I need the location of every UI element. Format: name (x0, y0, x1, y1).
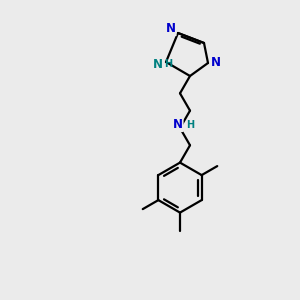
Text: H: H (164, 59, 172, 69)
Text: N: N (211, 56, 221, 70)
Text: N: N (173, 118, 183, 131)
Text: H: H (186, 120, 194, 130)
Text: N: N (153, 58, 163, 70)
Text: N: N (166, 22, 176, 35)
